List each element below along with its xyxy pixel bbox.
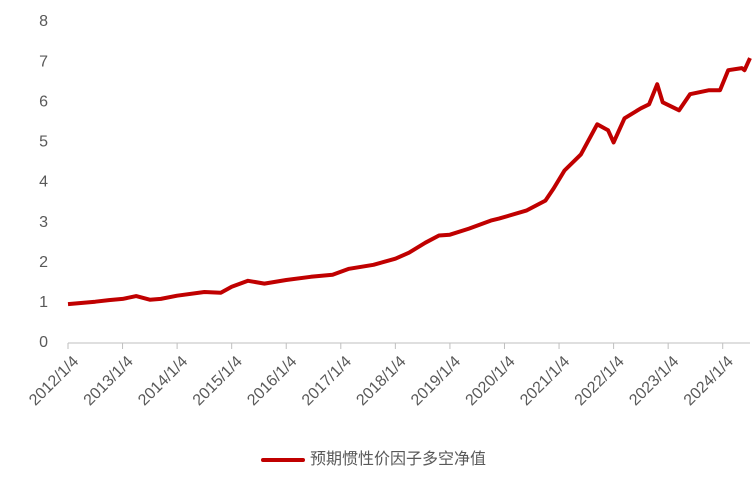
x-tick-label: 2016/1/4 (244, 353, 300, 409)
x-tick-label: 2021/1/4 (517, 353, 573, 409)
y-tick-label: 8 (39, 13, 48, 30)
y-tick-label: 1 (39, 294, 48, 311)
x-tick-label: 2014/1/4 (135, 353, 191, 409)
y-tick-label: 3 (39, 214, 48, 231)
x-tick-label: 2012/1/4 (26, 353, 82, 409)
y-tick-label: 5 (39, 134, 48, 151)
y-tick-label: 4 (39, 174, 48, 191)
x-tick-label: 2015/1/4 (190, 353, 246, 409)
y-tick-label: 2 (39, 254, 48, 271)
x-tick-label: 2023/1/4 (626, 353, 682, 409)
y-tick-label: 6 (39, 93, 48, 110)
x-tick-label: 2013/1/4 (81, 353, 137, 409)
series-line (67, 57, 752, 307)
x-tick-label: 2024/1/4 (681, 353, 737, 409)
legend-label: 预期惯性价因子多空净值 (310, 450, 486, 468)
x-tick-label: 2019/1/4 (408, 353, 464, 409)
x-tick-label: 2018/1/4 (353, 353, 409, 409)
x-tick-label: 2022/1/4 (572, 353, 628, 409)
x-tick-label: 2017/1/4 (299, 353, 355, 409)
y-tick-label: 0 (39, 334, 48, 351)
y-tick-label: 7 (39, 53, 48, 70)
x-tick-label: 2020/1/4 (463, 353, 519, 409)
